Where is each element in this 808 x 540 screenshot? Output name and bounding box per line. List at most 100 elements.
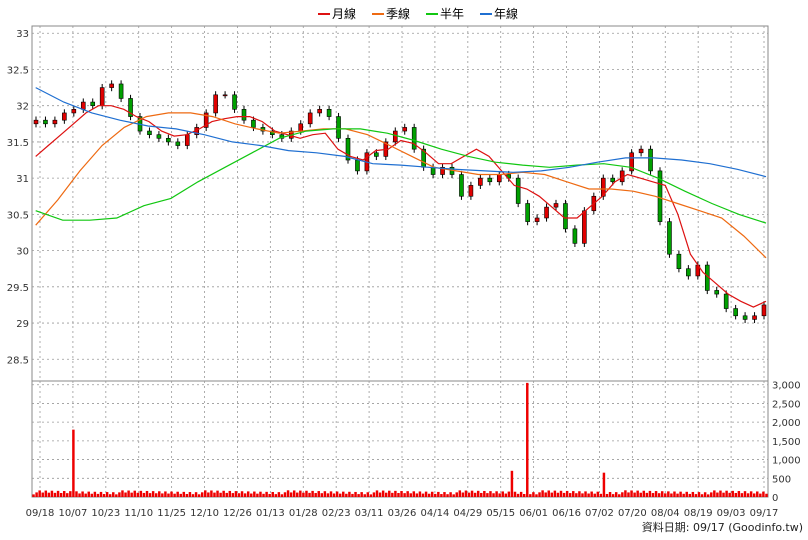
candle-body: [355, 159, 360, 172]
candle-body: [686, 268, 691, 277]
candle-body: [156, 134, 162, 139]
candle-body: [534, 217, 540, 222]
volume-bar: [492, 493, 495, 497]
volume-bar: [283, 492, 287, 497]
volume-bar: [240, 491, 244, 497]
volume-bar: [746, 493, 750, 497]
volume-bar: [148, 493, 152, 497]
data-date-footer: 資料日期: 09/17 (Goodinfo.tw): [642, 520, 803, 534]
volume-bar: [161, 493, 164, 497]
candle-body: [213, 94, 218, 114]
date-tick-label: 02/23: [322, 508, 351, 519]
moving-average-lines: [35, 87, 767, 308]
candle-body: [411, 127, 417, 150]
volume-bar: [519, 491, 523, 497]
volume-bar: [335, 491, 339, 497]
date-tick-label: 03/11: [355, 508, 384, 519]
volume-bar: [305, 490, 308, 497]
volume-bar: [142, 492, 146, 497]
candle-body: [657, 170, 663, 222]
volume-bar: [645, 492, 649, 497]
candle-body: [33, 119, 39, 125]
volume-bar: [108, 494, 112, 497]
candle-body: [90, 101, 96, 106]
volume-bar: [725, 490, 728, 497]
volume-bar: [320, 493, 324, 497]
volume-bar: [173, 493, 176, 497]
volume-bar: [624, 490, 627, 497]
volume-bar: [213, 492, 216, 497]
volume-bar: [572, 491, 575, 497]
date-tick-label: 08/19: [684, 508, 713, 519]
date-tick-label: 11/10: [124, 508, 153, 519]
volume-bar: [127, 490, 130, 497]
volume-bar: [372, 492, 376, 497]
candle-body: [459, 174, 464, 197]
candle-body: [600, 177, 606, 197]
volume-bar: [513, 491, 517, 497]
candle-body: [582, 210, 587, 244]
legend-label-2: 半年: [440, 7, 464, 21]
volume-bar: [170, 491, 173, 497]
volume-bar: [329, 491, 333, 497]
volume-bar: [706, 494, 710, 497]
volume-bar: [311, 490, 314, 497]
candle-body: [563, 203, 568, 230]
volume-bar: [538, 492, 541, 497]
candle-body: [742, 315, 748, 320]
volume-bar: [124, 492, 127, 497]
date-tick-label: 06/16: [552, 508, 581, 519]
volume-bar: [421, 493, 425, 497]
date-tick-label: 07/20: [618, 508, 647, 519]
volume-bar: [756, 491, 759, 497]
volume-bar: [599, 493, 603, 497]
price-tick-label: 31: [16, 174, 29, 185]
candle-body: [515, 177, 521, 204]
volume-bar: [765, 493, 768, 497]
volume-bar: [222, 490, 225, 497]
volume-bar: [587, 493, 590, 497]
volume-bar: [660, 491, 664, 497]
candle-body: [99, 87, 105, 106]
volume-bar: [243, 493, 247, 497]
volume-bar: [676, 493, 679, 497]
volume-tick-label: 2,000: [772, 418, 801, 429]
volume-bar: [651, 493, 655, 497]
candle-body: [128, 98, 133, 117]
candle-body: [440, 166, 445, 175]
volume-bar: [44, 490, 48, 497]
volume-bar: [167, 493, 170, 497]
volume-bar: [50, 490, 54, 497]
volume-bars: [32, 382, 768, 497]
volume-bar: [72, 429, 75, 497]
candle-body: [496, 174, 502, 183]
legend-label-0: 月線: [332, 6, 356, 21]
volume-bar: [145, 490, 149, 497]
volume-bar: [593, 493, 596, 497]
volume-bar: [200, 492, 204, 497]
candle-body: [667, 221, 672, 255]
volume-bar: [96, 493, 100, 497]
date-tick-label: 03/26: [388, 508, 417, 519]
volume-bar: [679, 491, 682, 497]
volume-bar: [130, 492, 133, 497]
volume-bar: [498, 493, 501, 497]
volume-bar: [397, 492, 400, 497]
price-tick-label: 33: [16, 29, 29, 40]
date-x-axis: 09/18 10/07 10/23 11/10 11/25 12/10 12/26 01/13…: [26, 508, 779, 519]
volume-bar: [590, 491, 593, 497]
date-tick-label: 09/03: [717, 508, 746, 519]
volume-bar: [277, 492, 281, 497]
volume-bar: [568, 493, 572, 497]
volume-y-axis: 3,000 2,500 2,000 1,500 1,000 500 0: [772, 381, 801, 504]
volume-bar: [710, 492, 713, 497]
volume-bar: [308, 492, 311, 497]
volume-bar: [728, 492, 731, 497]
volume-bar: [384, 492, 388, 497]
date-tick-label: 09/18: [26, 508, 55, 519]
volume-bar: [627, 492, 630, 497]
volume-tick-label: 1,500: [772, 437, 801, 448]
volume-bar: [388, 490, 391, 497]
volume-bar: [483, 490, 486, 497]
volume-bar: [262, 493, 265, 497]
